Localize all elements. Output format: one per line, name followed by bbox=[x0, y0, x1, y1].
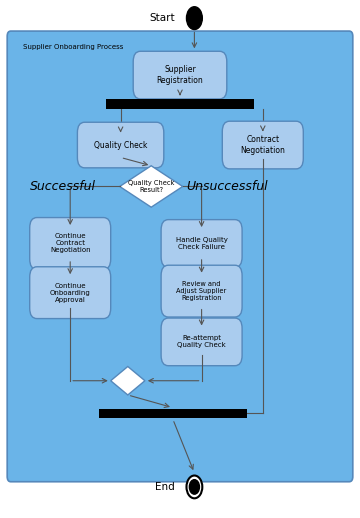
Text: Supplier Onboarding Process: Supplier Onboarding Process bbox=[23, 44, 124, 50]
Text: Quality Check: Quality Check bbox=[94, 140, 147, 150]
FancyBboxPatch shape bbox=[161, 265, 242, 317]
Text: Re-attempt
Quality Check: Re-attempt Quality Check bbox=[177, 335, 226, 349]
Text: Continue
Onboarding
Approval: Continue Onboarding Approval bbox=[50, 283, 91, 303]
Text: Unsuccessful: Unsuccessful bbox=[186, 180, 267, 193]
Circle shape bbox=[189, 480, 199, 494]
Text: Successful: Successful bbox=[30, 180, 96, 193]
Polygon shape bbox=[120, 166, 183, 207]
Text: Quality Check
Result?: Quality Check Result? bbox=[128, 180, 174, 193]
FancyBboxPatch shape bbox=[133, 51, 227, 99]
FancyBboxPatch shape bbox=[7, 31, 353, 482]
FancyBboxPatch shape bbox=[30, 218, 111, 269]
FancyBboxPatch shape bbox=[161, 318, 242, 366]
FancyBboxPatch shape bbox=[161, 220, 242, 267]
Text: Supplier
Registration: Supplier Registration bbox=[157, 65, 203, 85]
Text: Handle Quality
Check Failure: Handle Quality Check Failure bbox=[176, 237, 228, 250]
Circle shape bbox=[186, 7, 202, 30]
Text: Review and
Adjust Supplier
Registration: Review and Adjust Supplier Registration bbox=[176, 281, 227, 301]
FancyBboxPatch shape bbox=[30, 267, 111, 319]
Text: Start: Start bbox=[149, 13, 175, 23]
Polygon shape bbox=[111, 367, 145, 395]
Text: Contract
Negotiation: Contract Negotiation bbox=[240, 135, 285, 155]
FancyBboxPatch shape bbox=[77, 122, 164, 168]
Bar bbox=[99, 409, 247, 418]
Text: End: End bbox=[155, 482, 175, 492]
Circle shape bbox=[186, 476, 202, 498]
Text: Continue
Contract
Negotiation: Continue Contract Negotiation bbox=[50, 234, 90, 253]
Bar bbox=[106, 99, 254, 109]
FancyBboxPatch shape bbox=[222, 121, 303, 169]
